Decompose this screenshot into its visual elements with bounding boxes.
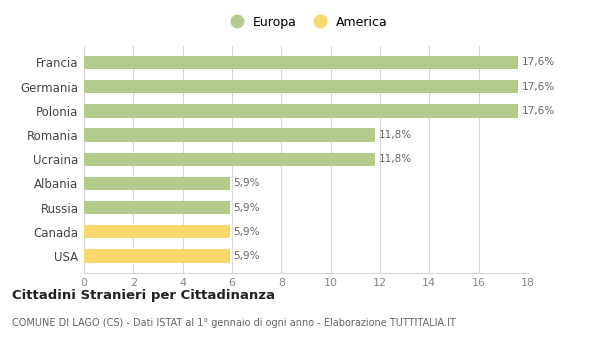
Bar xyxy=(84,80,518,93)
Text: Cittadini Stranieri per Cittadinanza: Cittadini Stranieri per Cittadinanza xyxy=(12,289,275,302)
Bar xyxy=(84,56,518,69)
Text: 11,8%: 11,8% xyxy=(379,130,412,140)
Text: 5,9%: 5,9% xyxy=(233,227,260,237)
Text: 17,6%: 17,6% xyxy=(522,57,555,68)
Bar xyxy=(84,201,230,214)
Bar xyxy=(84,225,230,238)
Bar xyxy=(84,128,375,142)
Text: 17,6%: 17,6% xyxy=(522,106,555,116)
Text: 11,8%: 11,8% xyxy=(379,154,412,164)
Text: 5,9%: 5,9% xyxy=(233,251,260,261)
Text: 5,9%: 5,9% xyxy=(233,178,260,188)
Text: 17,6%: 17,6% xyxy=(522,82,555,92)
Bar xyxy=(84,104,518,118)
Bar xyxy=(84,177,230,190)
Text: COMUNE DI LAGO (CS) - Dati ISTAT al 1° gennaio di ogni anno - Elaborazione TUTTI: COMUNE DI LAGO (CS) - Dati ISTAT al 1° g… xyxy=(12,318,456,329)
Bar xyxy=(84,249,230,262)
Text: 5,9%: 5,9% xyxy=(233,203,260,213)
Legend: Europa, America: Europa, America xyxy=(220,11,392,34)
Bar xyxy=(84,153,375,166)
